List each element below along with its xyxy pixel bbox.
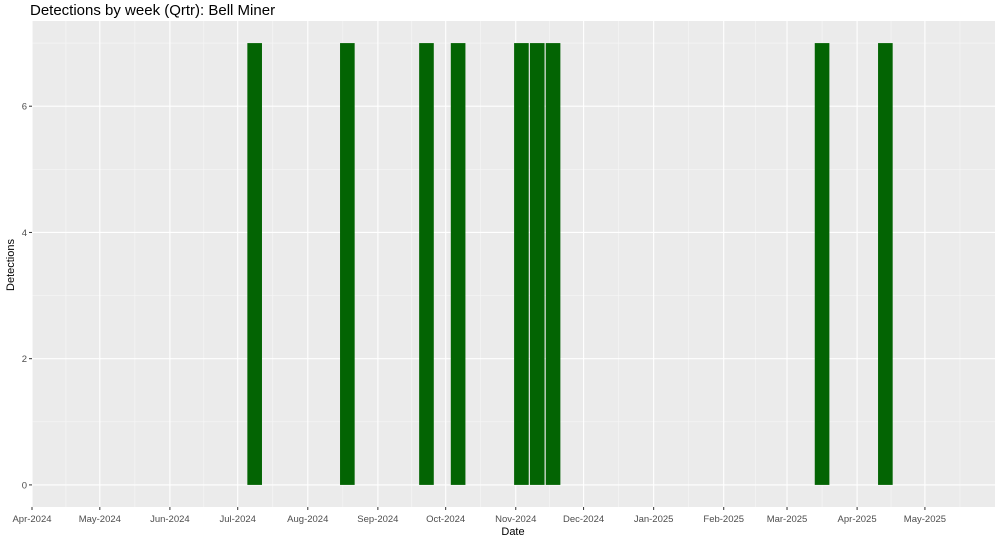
bar-week-2024-11-14 [545,43,561,485]
x-tick-label: Jan-2025 [634,514,674,525]
bar-week-2024-08-15 [340,43,355,485]
x-tick-label: Sep-2024 [357,514,398,525]
bar-week-2024-07-05 [247,43,262,485]
y-tick-label: 4 [22,228,27,239]
x-tick-label: May-2025 [904,514,946,525]
plot-panel [32,21,995,507]
x-tick-label: Jul-2024 [219,514,255,525]
x-tick-label: Oct-2024 [426,514,465,525]
x-tick-label: Nov-2024 [495,514,536,525]
bar-week-2024-09-19 [419,43,434,485]
major-gridlines [31,21,995,507]
bar-week-2025-04-10 [878,43,893,485]
x-axis: Apr-2024 May-2024 Jun-2024 Jul-2024 Aug-2024… [12,507,946,525]
bar-week-2024-10-31 [514,43,529,485]
y-tick-label: 6 [22,102,27,113]
x-tick-label: Aug-2024 [287,514,328,525]
y-axis: 0 2 4 6 [22,102,32,491]
bar-week-2024-11-07 [529,43,545,485]
x-tick-label: Mar-2025 [767,514,808,525]
bar-week-2024-10-03 [450,43,466,485]
y-axis-title: Detections [5,239,17,291]
bar-week-2025-03-13 [814,43,830,485]
y-tick-label: 0 [22,480,27,491]
x-tick-label: Apr-2024 [12,514,51,525]
chart-title: Detections by week (Qrtr): Bell Miner [30,2,276,19]
x-tick-label: May-2024 [79,514,121,525]
x-tick-label: Apr-2025 [838,514,877,525]
x-tick-label: Dec-2024 [563,514,604,525]
x-axis-title: Date [501,526,524,538]
x-tick-label: Jun-2024 [150,514,190,525]
bar-series [247,43,893,485]
y-tick-label: 2 [22,354,27,365]
x-tick-label: Feb-2025 [703,514,744,525]
